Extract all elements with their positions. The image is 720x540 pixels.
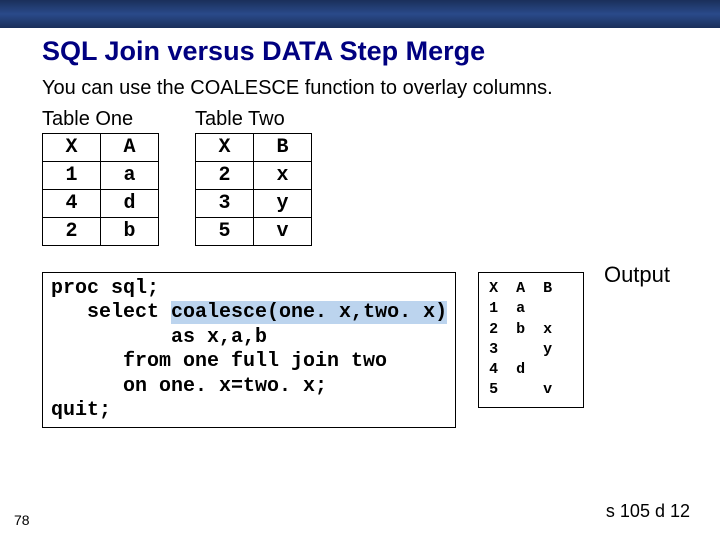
col-header: A <box>101 134 159 162</box>
cell: 1 <box>43 162 101 190</box>
table-one-block: Table One X A 1 a 4 d 2 b <box>42 108 159 246</box>
cell: v <box>254 218 312 246</box>
table-row: 5 v <box>196 218 312 246</box>
code-line: as x,a,b <box>51 326 267 349</box>
code-line: proc sql; <box>51 277 159 300</box>
table-row: 2 x <box>196 162 312 190</box>
output-line: 5 v <box>489 381 552 398</box>
table-two-caption: Table Two <box>195 108 312 131</box>
table-row: X B <box>196 134 312 162</box>
col-header: X <box>43 134 101 162</box>
table-row: 1 a <box>43 162 159 190</box>
table-row: 3 y <box>196 190 312 218</box>
table-row: X A <box>43 134 159 162</box>
output-line: X A B <box>489 280 552 297</box>
code-line: from one full join two <box>51 350 387 373</box>
code-line: on one. x=two. x; <box>51 375 327 398</box>
code-output-row: proc sql; select coalesce(one. x,two. x)… <box>42 272 678 428</box>
col-header: X <box>196 134 254 162</box>
slide-content: SQL Join versus DATA Step Merge You can … <box>0 28 720 428</box>
table-one: X A 1 a 4 d 2 b <box>42 133 159 246</box>
code-line: select <box>51 301 171 324</box>
header-band <box>0 0 720 28</box>
cell: 2 <box>196 162 254 190</box>
code-box: proc sql; select coalesce(one. x,two. x)… <box>42 272 456 428</box>
intro-text: You can use the COALESCE function to ove… <box>42 77 678 100</box>
cell: b <box>101 218 159 246</box>
cell: 3 <box>196 190 254 218</box>
cell: y <box>254 190 312 218</box>
col-header: B <box>254 134 312 162</box>
output-line: 4 d <box>489 361 525 378</box>
table-row: 2 b <box>43 218 159 246</box>
output-box: X A B 1 a 2 b x 3 y 4 d 5 v <box>478 272 584 408</box>
table-one-caption: Table One <box>42 108 159 131</box>
cell: d <box>101 190 159 218</box>
cell: 2 <box>43 218 101 246</box>
output-line: 3 y <box>489 341 552 358</box>
output-line: 2 b x <box>489 321 552 338</box>
cell: x <box>254 162 312 190</box>
table-two-block: Table Two X B 2 x 3 y 5 v <box>195 108 312 246</box>
page-number: 78 <box>14 512 30 528</box>
output-label: Output <box>604 262 670 288</box>
code-line: quit; <box>51 399 111 422</box>
output-line: 1 a <box>489 300 525 317</box>
tables-row: Table One X A 1 a 4 d 2 b <box>42 108 678 246</box>
table-two: X B 2 x 3 y 5 v <box>195 133 312 246</box>
cell: 5 <box>196 218 254 246</box>
code-highlight: coalesce(one. x,two. x) <box>171 301 447 324</box>
table-row: 4 d <box>43 190 159 218</box>
cell: a <box>101 162 159 190</box>
cell: 4 <box>43 190 101 218</box>
slide-title: SQL Join versus DATA Step Merge <box>42 36 678 67</box>
footer-id: s 105 d 12 <box>606 501 690 522</box>
